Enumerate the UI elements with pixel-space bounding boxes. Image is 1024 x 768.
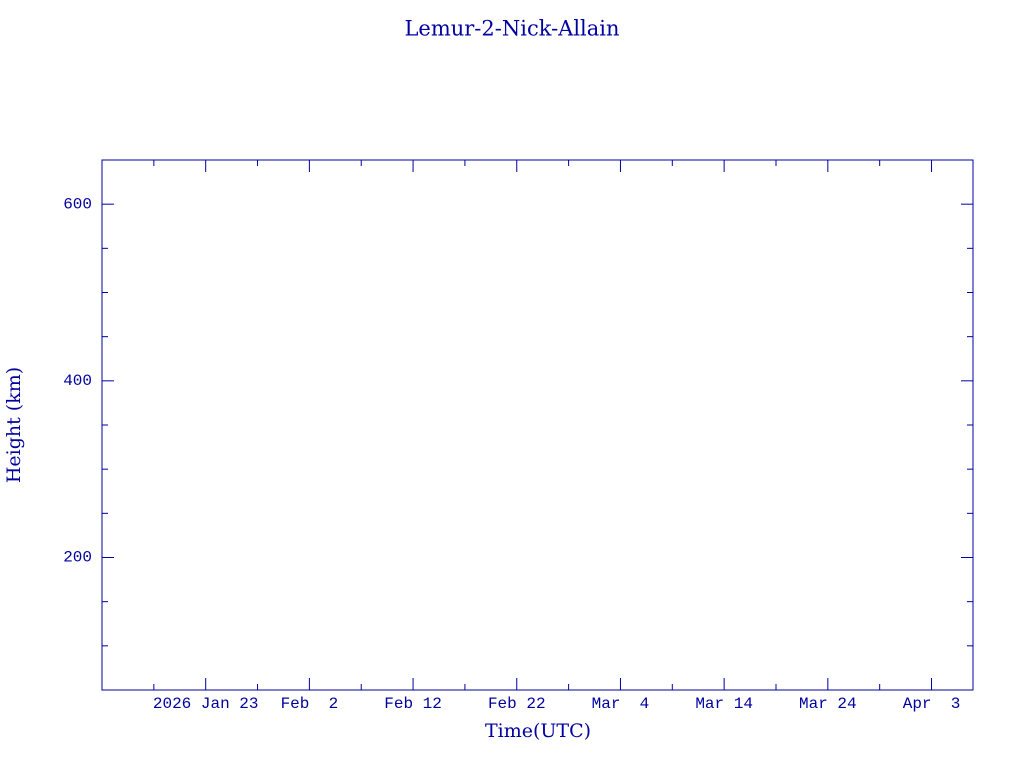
chart-title: Lemur-2-Nick-Allain: [404, 17, 619, 41]
x-tick-label: 2026 Jan 23: [153, 695, 259, 713]
x-axis-label: Time(UTC): [485, 720, 591, 742]
x-tick-label: Feb 2: [281, 695, 339, 713]
x-tick-label: Feb 12: [384, 695, 442, 713]
y-tick-label: 600: [63, 195, 92, 213]
y-tick-label: 400: [63, 372, 92, 390]
x-tick-label: Mar 24: [799, 695, 857, 713]
plot-frame: [101, 159, 974, 691]
x-tick-label: Apr 3: [903, 695, 961, 713]
y-axis-label: Height (km): [3, 367, 25, 483]
x-tick-label: Mar 14: [695, 695, 753, 713]
y-tick-label: 200: [63, 549, 92, 567]
x-tick-label: Mar 4: [592, 695, 650, 713]
x-tick-label: Feb 22: [488, 695, 546, 713]
